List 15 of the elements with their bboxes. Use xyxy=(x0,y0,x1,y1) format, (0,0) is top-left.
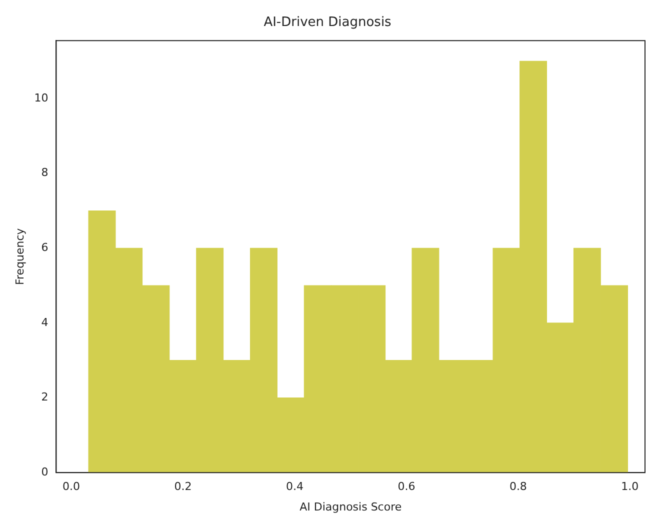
y-tick-label: 6 xyxy=(41,241,48,254)
chart-title: AI-Driven Diagnosis xyxy=(264,15,392,30)
y-tick-label: 8 xyxy=(41,166,48,180)
x-tick-label: 1.0 xyxy=(621,480,639,494)
y-tick-label: 0 xyxy=(41,465,48,478)
y-tick-label: 2 xyxy=(41,390,48,404)
x-tick-label: 0.0 xyxy=(62,480,80,494)
y-tick-label: 4 xyxy=(41,316,48,329)
x-tick-label: 0.6 xyxy=(398,480,416,494)
y-tick-label: 10 xyxy=(34,91,48,104)
y-axis-title: Frequency xyxy=(13,228,26,286)
x-tick-label: 0.2 xyxy=(174,480,192,494)
x-axis-title: AI Diagnosis Score xyxy=(300,500,402,514)
x-tick-label: 0.8 xyxy=(509,480,527,494)
x-tick-label: 0.4 xyxy=(286,480,304,494)
